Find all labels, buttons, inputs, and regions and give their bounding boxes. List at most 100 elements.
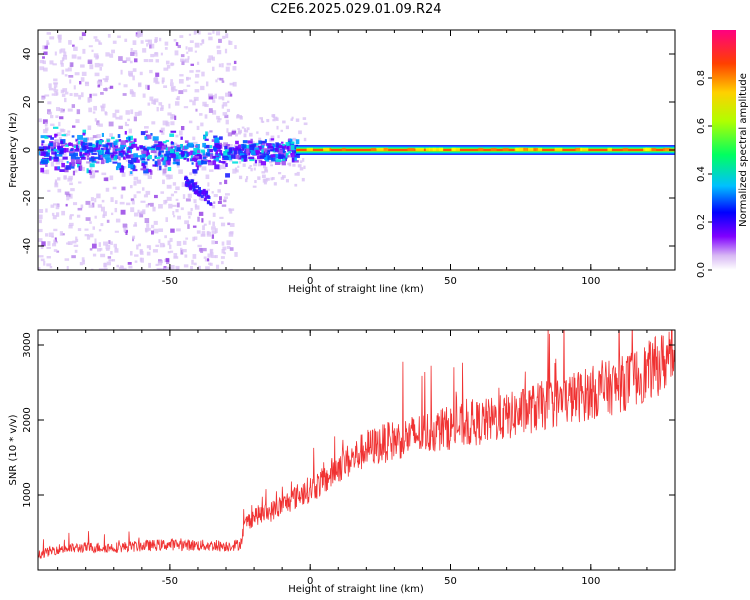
heatmap-cell — [83, 142, 88, 146]
colorbar-ticks: 0.0 0.2 0.4 0.6 0.8 — [696, 70, 712, 278]
heatmap-cell — [71, 125, 76, 128]
heatmap-cell — [253, 163, 257, 167]
heatmap-cell — [53, 86, 57, 90]
heatmap-cell — [145, 204, 150, 208]
heatmap-cell — [202, 150, 206, 156]
heatmap-cell — [98, 268, 104, 270]
heatmap-cell — [214, 93, 217, 99]
heatmap-cell — [75, 159, 82, 163]
heatmap-cell — [148, 59, 154, 63]
heatmap-cell — [44, 136, 49, 139]
heatmap-cell — [160, 127, 165, 132]
heatmap-cell — [38, 219, 42, 224]
heatmap-cell — [219, 181, 222, 185]
heatmap-cell — [58, 158, 64, 163]
heatmap-cell — [51, 93, 55, 96]
heatmap-cell — [194, 42, 200, 48]
heatmap-cell — [223, 199, 227, 203]
heatmap-cell — [66, 193, 71, 197]
heatmap-cell — [136, 146, 140, 151]
heatmap-cell — [98, 229, 102, 232]
heatmap-cell — [47, 101, 52, 105]
heatmap-cell — [52, 63, 57, 66]
heatmap-cell — [59, 148, 65, 151]
heatmap-cell — [111, 49, 115, 54]
heatmap-cell — [225, 33, 229, 39]
heatmap-cell — [73, 85, 76, 90]
heatmap-cell — [434, 147, 444, 151]
heatmap-cell — [106, 139, 110, 143]
heatmap-cell — [208, 148, 213, 153]
heatmap-cell — [289, 138, 293, 141]
heatmap-cell — [217, 77, 222, 80]
heatmap-cell — [229, 208, 235, 211]
heatmap-cell — [141, 153, 146, 158]
heatmap-cell — [235, 140, 239, 145]
heatmap-cell — [115, 218, 121, 223]
heatmap-cell — [69, 93, 73, 97]
heatmap-cell — [51, 212, 55, 216]
heatmap-cell — [162, 160, 166, 166]
heatmap-cell — [271, 114, 276, 118]
heatmap-cell — [204, 138, 209, 141]
heatmap-cell — [155, 81, 160, 85]
heatmap-cell — [87, 98, 91, 103]
heatmap-cell — [180, 247, 183, 251]
heatmap-cell — [278, 144, 283, 148]
heatmap-cell — [106, 157, 112, 163]
heatmap-cell — [221, 204, 227, 207]
heatmap-cell — [60, 160, 64, 165]
heatmap-cell — [77, 228, 82, 232]
heatmap-cell — [150, 43, 155, 49]
heatmap-cell — [117, 35, 121, 39]
heatmap-cell — [173, 253, 178, 258]
heatmap-cell — [202, 247, 207, 252]
heatmap-cell — [103, 241, 108, 246]
heatmap-cell — [125, 230, 128, 235]
heatmap-cell — [250, 167, 253, 172]
heatmap-cell — [170, 153, 176, 158]
heatmap-cell — [242, 144, 247, 149]
heatmap-cell — [195, 144, 200, 149]
heatmap-cell — [246, 151, 249, 156]
heatmap-cell — [198, 190, 202, 194]
heatmap-cell — [259, 152, 263, 155]
heatmap-cell — [67, 177, 73, 182]
heatmap-cell — [206, 188, 210, 191]
heatmap-cell — [59, 116, 64, 120]
heatmap-cell — [131, 92, 136, 97]
heatmap-cell — [42, 159, 48, 165]
heatmap-cell — [38, 118, 42, 123]
heatmap-cell — [112, 113, 117, 118]
heatmap-cell — [56, 132, 62, 137]
heatmap-cell — [43, 146, 47, 151]
heatmap-cell — [110, 197, 114, 203]
heatmap-cell — [75, 139, 78, 142]
heatmap-cell — [376, 147, 384, 151]
heatmap-cell — [196, 150, 200, 154]
heatmap-cell — [234, 252, 238, 257]
heatmap-cell — [285, 179, 289, 183]
heatmap-cell — [141, 187, 145, 191]
heatmap-cell — [49, 142, 53, 146]
heatmap-cell — [136, 244, 139, 250]
heatmap-cell — [174, 89, 178, 92]
heatmap-cell — [195, 108, 198, 112]
heatmap-cell — [107, 256, 112, 259]
heatmap-cell — [150, 224, 155, 229]
heatmap-cell — [162, 151, 165, 155]
heatmap-cell — [68, 40, 72, 45]
heatmap-cell — [183, 157, 187, 160]
heatmap-cell — [175, 154, 179, 160]
heatmap-cell — [61, 129, 66, 133]
heatmap-cell — [130, 48, 133, 53]
y-tick-label: 1000 — [22, 482, 33, 507]
heatmap-cell — [147, 102, 151, 106]
heatmap-cell — [190, 180, 194, 184]
heatmap-cell — [200, 151, 203, 156]
heatmap-cell — [218, 153, 225, 156]
heatmap-cell — [223, 166, 227, 170]
heatmap-cell — [45, 163, 48, 167]
heatmap-cell — [80, 156, 86, 160]
heatmap-cell — [159, 107, 164, 111]
